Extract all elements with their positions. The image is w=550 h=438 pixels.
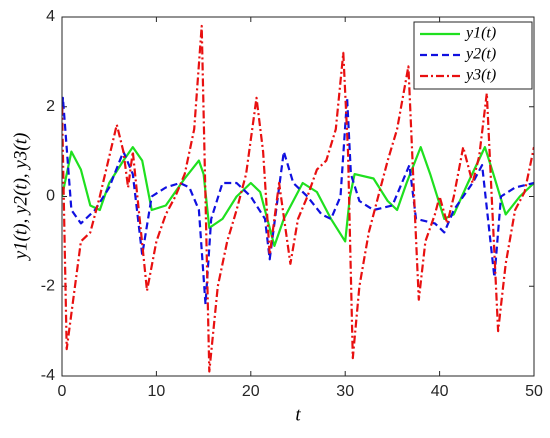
legend-label: y1(t) — [464, 25, 496, 42]
x-tick-label: 40 — [431, 383, 449, 400]
x-axis-label: t — [295, 404, 301, 425]
y-axis-label: y1(t), y2(t), y3(t) — [10, 133, 31, 262]
x-tick-label: 0 — [58, 383, 67, 400]
x-tick-label: 50 — [525, 383, 543, 400]
legend-label: y2(t) — [464, 46, 496, 63]
x-tick-label: 30 — [336, 383, 354, 400]
y-tick-label: -4 — [41, 367, 55, 384]
y-tick-label: 2 — [46, 98, 55, 115]
y-tick-label: 0 — [46, 188, 55, 205]
axes-box — [61, 16, 535, 377]
line-series — [62, 24, 534, 373]
legend-label: y3(t) — [464, 67, 496, 84]
x-tick-label: 10 — [148, 383, 166, 400]
y-tick-label: -2 — [41, 277, 55, 294]
x-tick-label: 20 — [242, 383, 260, 400]
y-tick-label: 4 — [46, 8, 55, 25]
